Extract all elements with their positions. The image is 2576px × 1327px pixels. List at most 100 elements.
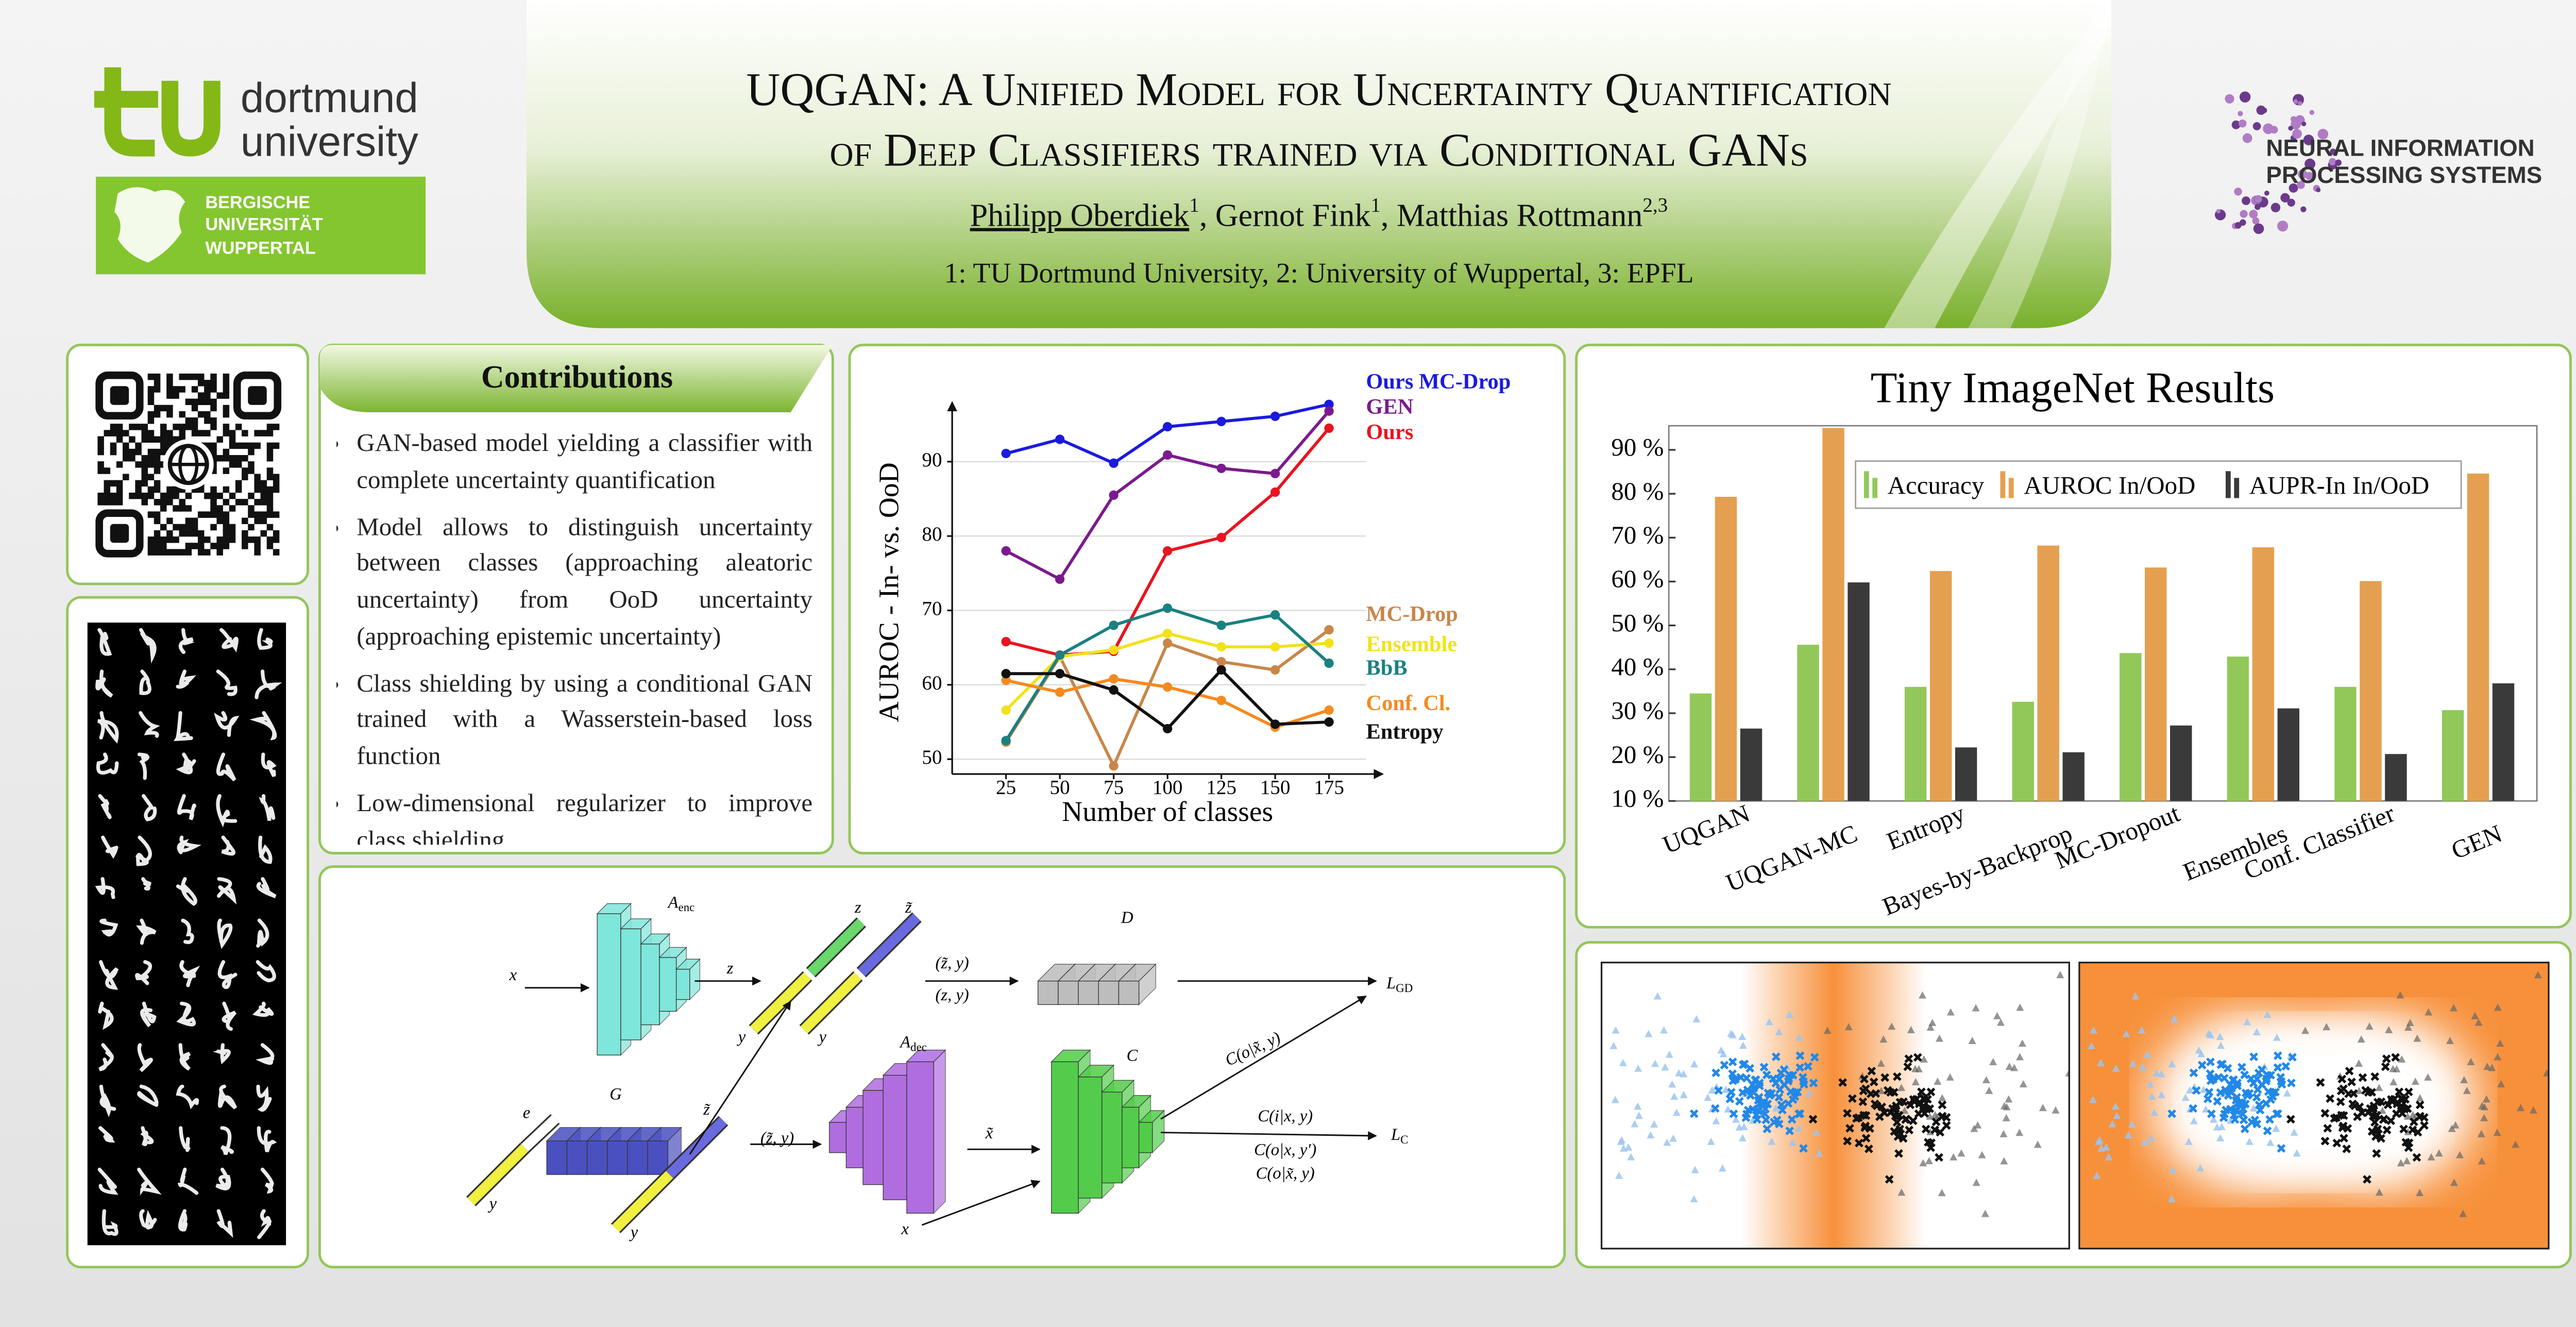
qr-module bbox=[210, 405, 217, 412]
toy-point bbox=[2337, 1074, 2347, 1084]
qr-module bbox=[104, 486, 111, 493]
diagram-label: x̃ bbox=[985, 1123, 993, 1142]
toy-point bbox=[2382, 1126, 2392, 1135]
diagram-label: D bbox=[1121, 908, 1133, 927]
label-main: z bbox=[854, 898, 861, 917]
digit-stroke bbox=[177, 835, 201, 854]
qr-module bbox=[254, 549, 261, 556]
toy-point bbox=[2374, 1129, 2383, 1138]
affiliations: 1: TU Dortmund University, 2: University… bbox=[944, 258, 1693, 289]
toy-point bbox=[2361, 1086, 2370, 1095]
qr-module bbox=[166, 530, 173, 537]
digit-stroke bbox=[257, 1126, 277, 1152]
qr-module bbox=[147, 373, 155, 380]
toy-point bbox=[2320, 1108, 2330, 1118]
qr-module bbox=[185, 373, 192, 380]
author-affiliation: 2,3 bbox=[1642, 194, 1668, 216]
label-main: (z̃, y) bbox=[936, 954, 969, 972]
x-tick-label: 100 bbox=[1153, 776, 1183, 798]
toy-point bbox=[2097, 1059, 2105, 1066]
qr-module bbox=[254, 536, 261, 543]
toy-point bbox=[2273, 1063, 2282, 1072]
layer-front bbox=[1101, 1091, 1123, 1184]
logo-dot bbox=[2303, 135, 2314, 145]
diagram-label: C(o|x̃, y) bbox=[1256, 1164, 1315, 1183]
toy-point bbox=[1672, 1108, 1681, 1116]
qr-module bbox=[97, 436, 104, 443]
qr-module bbox=[229, 455, 236, 462]
toy-point bbox=[2093, 1171, 2101, 1179]
toy-point bbox=[2483, 1063, 2492, 1070]
toy-point bbox=[2147, 1134, 2155, 1142]
toy-point bbox=[2372, 1111, 2381, 1120]
toy-point bbox=[2345, 1066, 2354, 1076]
toy-point bbox=[1978, 1151, 1986, 1158]
qr-module bbox=[210, 499, 217, 506]
toy-point bbox=[1692, 1015, 1701, 1022]
qr-module bbox=[273, 536, 280, 543]
qr-module bbox=[166, 386, 173, 393]
data-point bbox=[1055, 669, 1065, 679]
qr-module bbox=[204, 417, 211, 424]
digit-stroke bbox=[176, 1001, 196, 1027]
toy-point bbox=[2416, 1189, 2424, 1197]
toy-point bbox=[2153, 1069, 2161, 1077]
bar bbox=[2360, 581, 2382, 801]
digit-stroke bbox=[257, 628, 273, 650]
plot-frame bbox=[1668, 425, 2538, 802]
qr-module bbox=[135, 442, 142, 449]
qr-module bbox=[266, 543, 274, 549]
qr-module bbox=[210, 524, 217, 531]
data-point bbox=[1216, 657, 1226, 667]
logo-dot bbox=[2225, 94, 2234, 104]
qr-module bbox=[123, 474, 129, 480]
qr-module bbox=[97, 499, 104, 506]
toy-point bbox=[1650, 1120, 1658, 1128]
qr-module bbox=[197, 549, 205, 556]
layer-front bbox=[1118, 981, 1140, 1005]
data-point bbox=[1162, 603, 1173, 613]
qr-module bbox=[254, 480, 261, 487]
toy-frame bbox=[2078, 962, 2550, 1250]
qr-module bbox=[273, 474, 280, 480]
y-tick-label: 20 % bbox=[1611, 740, 1664, 768]
diagram-label: C(o|x, y′) bbox=[1254, 1140, 1316, 1159]
digit-stroke bbox=[139, 669, 151, 695]
qr-module bbox=[191, 417, 198, 424]
qr-module bbox=[242, 442, 248, 449]
data-point bbox=[1109, 620, 1118, 630]
digit-stroke bbox=[212, 1043, 231, 1065]
logo-dot bbox=[2298, 101, 2302, 106]
toy-point bbox=[1993, 1012, 2002, 1019]
qr-module bbox=[141, 455, 148, 462]
qr-module bbox=[185, 417, 192, 424]
y-tick-label: 90 % bbox=[1611, 433, 1664, 461]
toy-point bbox=[1913, 1053, 1922, 1062]
toy-point bbox=[1719, 1050, 1727, 1057]
digit-stroke bbox=[135, 835, 152, 866]
toy-point bbox=[2543, 1069, 2549, 1077]
qr-module bbox=[154, 405, 161, 412]
toy-point bbox=[1800, 1080, 1809, 1089]
diagram-label: y bbox=[817, 1028, 826, 1046]
qr-module bbox=[223, 430, 230, 436]
toy-point bbox=[2386, 1116, 2396, 1126]
qr-module bbox=[166, 499, 173, 506]
digit-stroke bbox=[261, 752, 277, 777]
toy-point bbox=[1985, 1086, 1993, 1094]
layer-front bbox=[1138, 1122, 1153, 1153]
digit-stroke bbox=[141, 877, 151, 891]
toy-point bbox=[1669, 1134, 1677, 1142]
toy-point bbox=[2404, 1138, 2414, 1147]
toy-point bbox=[2246, 1074, 2256, 1083]
qr-module bbox=[260, 492, 267, 499]
qr-module bbox=[191, 386, 198, 393]
data-point bbox=[1270, 487, 1280, 497]
toy-point bbox=[2089, 1026, 2097, 1034]
qr-module bbox=[141, 436, 148, 443]
toy-point bbox=[1670, 1093, 1679, 1100]
toy-point bbox=[1972, 1179, 1980, 1186]
qr-module bbox=[110, 424, 117, 430]
x-axis-label: Number of classes bbox=[1062, 796, 1273, 828]
toy-point bbox=[2205, 1030, 2213, 1037]
